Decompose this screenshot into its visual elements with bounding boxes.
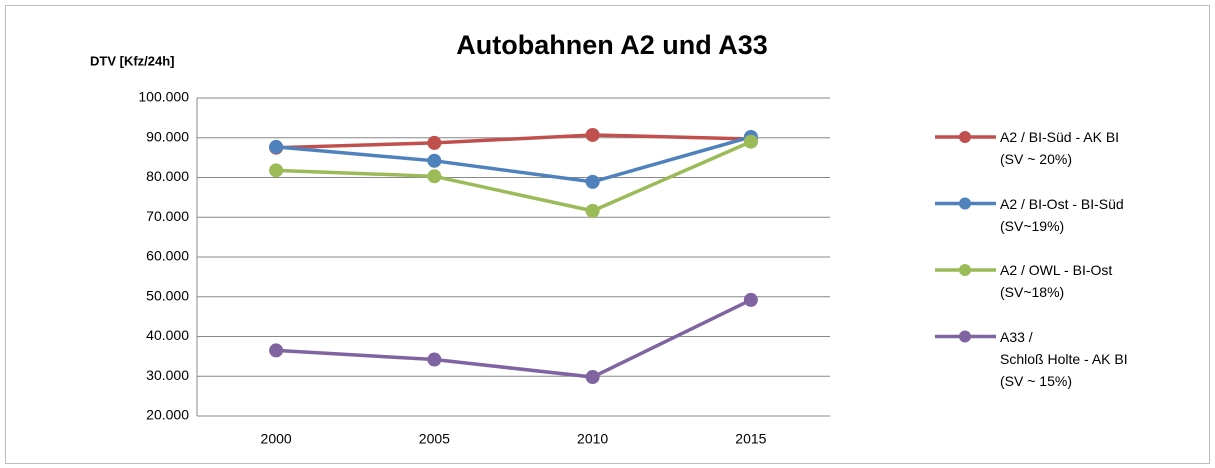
chart-title: Autobahnen A2 und A33	[456, 30, 768, 60]
data-point	[585, 174, 600, 189]
y-tick-label: 30.000	[146, 367, 189, 383]
data-point	[585, 370, 600, 385]
series-line	[276, 133, 751, 150]
data-point	[427, 169, 442, 184]
data-point	[585, 203, 600, 218]
legend-marker	[959, 197, 971, 210]
data-point	[427, 135, 442, 150]
x-tick-label: 2005	[419, 431, 450, 447]
y-tick-label: 20.000	[146, 407, 189, 423]
legend-label: A2 / OWL - BI-Ost (SV~18%)	[1000, 262, 1113, 300]
chart-frame	[5, 5, 1210, 464]
data-point	[269, 343, 284, 358]
y-tick-label: 100.000	[138, 89, 189, 105]
x-tick-label: 2000	[261, 431, 292, 447]
legend-marker	[959, 264, 971, 276]
legend-label: A33 / Schloß Holte - AK BI (SV ~ 15%)	[1000, 328, 1128, 389]
y-tick-label: 60.000	[146, 248, 189, 264]
y-tick-label: 90.000	[146, 128, 189, 144]
data-point	[427, 153, 442, 168]
data-point	[585, 127, 600, 142]
y-tick-label: 80.000	[146, 168, 189, 184]
x-tick-label: 2015	[735, 431, 766, 447]
y-tick-label: 40.000	[146, 327, 189, 343]
series-line	[276, 140, 752, 213]
data-point	[269, 139, 284, 154]
data-point	[427, 352, 442, 367]
legend-label: A2 / BI-Süd - AK BI (SV ~ 20%)	[1000, 129, 1120, 167]
y-axis-label: DTV [Kfz/24h]	[90, 53, 175, 68]
legend-label: A2 / BI-Ost - BI-Süd (SV~19%)	[1000, 195, 1124, 234]
data-point	[743, 134, 758, 149]
y-tick-label: 50.000	[146, 287, 189, 303]
series-line	[275, 135, 752, 184]
y-tick-label: 70.000	[146, 208, 189, 224]
data-point	[269, 163, 284, 178]
x-tick-label: 2010	[577, 431, 608, 447]
series-line	[276, 298, 752, 379]
data-point	[743, 292, 758, 307]
legend-marker	[959, 330, 971, 343]
legend-marker	[959, 131, 971, 143]
